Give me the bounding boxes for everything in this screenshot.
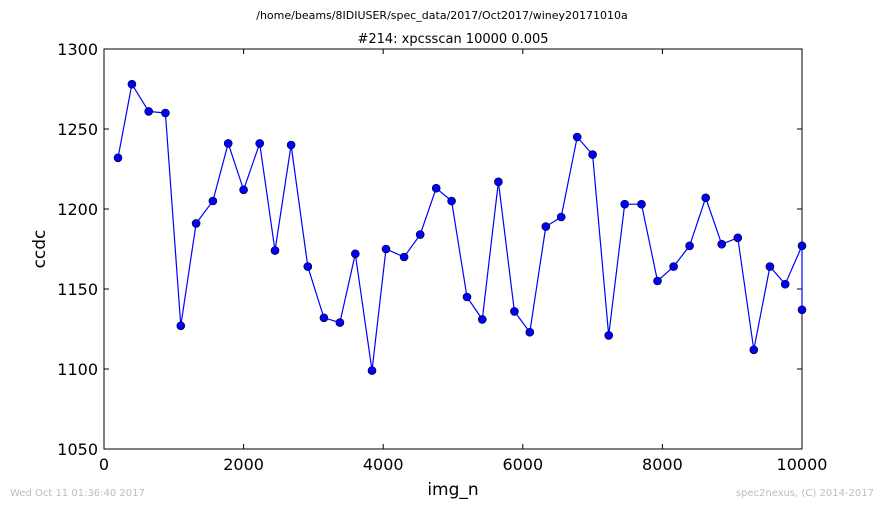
data-point [525, 327, 535, 337]
data-point [653, 276, 662, 286]
data-point [144, 107, 153, 116]
data-point [556, 212, 566, 222]
data-point [319, 313, 329, 323]
figure-suptitle: /home/beams/8IDIUSER/spec_data/2017/Oct2… [256, 9, 628, 22]
data-point [113, 153, 123, 163]
data-point [381, 244, 391, 254]
data-point [637, 199, 646, 209]
x-axis-label: img_n [427, 480, 478, 500]
data-point [477, 315, 487, 324]
y-tick-label: 1300 [57, 40, 98, 59]
data-point [350, 249, 360, 259]
x-tick-label: 4000 [363, 455, 404, 474]
y-tick-label: 1150 [57, 280, 98, 299]
x-tick-label: 2000 [223, 455, 264, 474]
data-point [604, 331, 614, 340]
data-point [572, 132, 582, 142]
data-point [176, 321, 186, 331]
data-point [415, 230, 425, 239]
y-axis-label: ccdc [30, 230, 50, 269]
data-point [208, 196, 218, 206]
data-point [541, 222, 551, 231]
data-point [620, 199, 630, 209]
timestamp-footer: Wed Oct 11 01:36:40 2017 [10, 488, 145, 499]
data-point [669, 262, 678, 271]
data-point [286, 140, 296, 150]
x-tick-label: 10000 [777, 455, 828, 474]
data-point [191, 219, 201, 228]
x-tick-label: 8000 [642, 455, 683, 474]
data-point [494, 177, 503, 187]
x-tick-label: 6000 [502, 455, 543, 474]
data-point [797, 241, 807, 251]
y-tick-label: 1050 [57, 440, 98, 459]
data-point [780, 279, 790, 289]
data-point [510, 307, 519, 316]
data-point [797, 305, 807, 315]
data-point [685, 241, 694, 251]
y-tick-label: 1200 [57, 200, 98, 219]
data-point [701, 193, 711, 203]
y-tick-label: 1100 [57, 360, 98, 379]
data-point [303, 262, 313, 271]
chart-title: #214: xpcsscan 10000 0.005 [357, 32, 548, 47]
x-tick-label: 0 [99, 455, 109, 474]
series-markers [113, 79, 807, 375]
data-point [765, 262, 775, 271]
data-point [335, 318, 345, 327]
data-point [462, 292, 472, 302]
data-point [223, 139, 233, 148]
data-point [367, 366, 377, 375]
axis-ticks: 0 2000 4000 6000 8000 10000 1050 1100 1150 1200 12… [57, 40, 827, 474]
credit-footer: spec2nexus, (C) 2014-2017 [735, 488, 874, 499]
y-tick-label: 1250 [57, 120, 98, 139]
data-point [255, 139, 265, 148]
data-point [733, 233, 743, 243]
data-point [399, 252, 409, 262]
data-point [127, 79, 137, 89]
data-point [717, 239, 727, 249]
data-point [749, 345, 759, 355]
data-point [239, 185, 248, 195]
data-point [270, 246, 280, 255]
data-point [447, 196, 456, 206]
data-point [588, 150, 597, 159]
plot-area [103, 48, 803, 450]
data-point [431, 183, 441, 193]
data-point [161, 108, 170, 118]
